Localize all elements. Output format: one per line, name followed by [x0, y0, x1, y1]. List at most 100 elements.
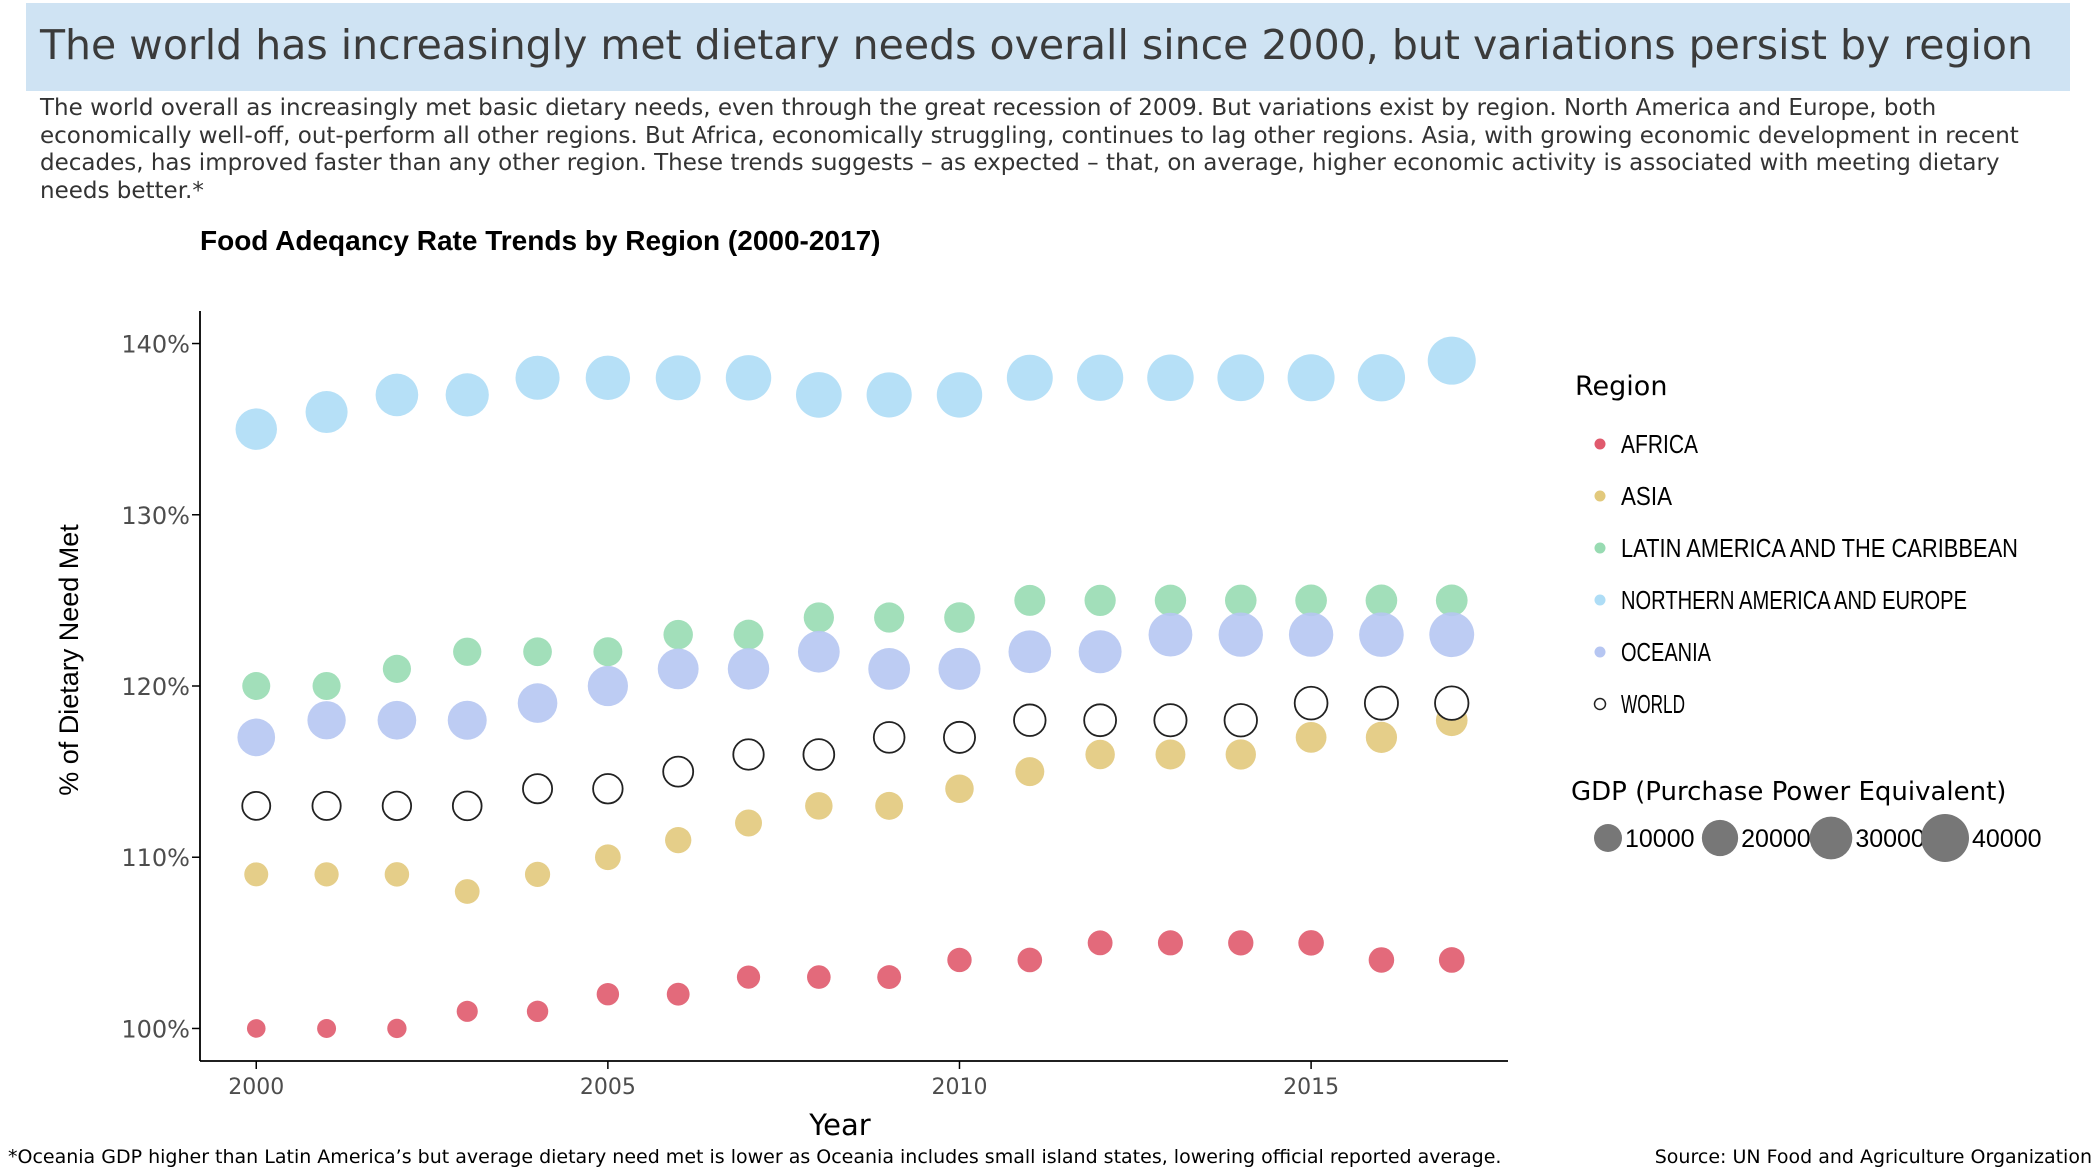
- point-4-2000: [237, 718, 276, 757]
- point-0-2014: [1228, 930, 1254, 956]
- point-1-2006: [665, 826, 692, 854]
- point-5-2011: [1013, 703, 1047, 737]
- legend-key-4: [1594, 646, 1606, 658]
- scatter-chart: Food Adeqancy Rate Trends by Region (200…: [54, 225, 2042, 1140]
- point-0-2010: [947, 947, 972, 973]
- point-1-2009: [875, 791, 904, 820]
- point-2-2005: [593, 637, 623, 667]
- point-4-2014: [1218, 612, 1263, 657]
- point-2-2016: [1365, 584, 1398, 617]
- series-1: [244, 704, 1468, 904]
- point-3-2015: [1287, 354, 1335, 402]
- point-2-2015: [1295, 584, 1327, 617]
- point-0-2017: [1438, 947, 1465, 973]
- point-3-2017: [1427, 336, 1476, 385]
- point-0-2013: [1157, 930, 1183, 956]
- point-5-2010: [943, 720, 976, 754]
- y-tick-label-100: 100%: [121, 1015, 190, 1043]
- point-2-2007: [733, 619, 764, 650]
- point-1-2004: [524, 861, 551, 887]
- point-4-2011: [1008, 630, 1052, 674]
- series-3: [235, 336, 1476, 450]
- point-0-2016: [1368, 947, 1395, 973]
- point-4-2001: [307, 701, 346, 740]
- point-1-2010: [945, 774, 974, 803]
- point-5-2016: [1363, 685, 1399, 721]
- point-0-2002: [387, 1018, 407, 1039]
- point-1-2003: [454, 879, 480, 904]
- y-tick-label-140: 140%: [121, 331, 190, 359]
- x-axis: 2000 2005 2010 2015 Year: [200, 1060, 1508, 1140]
- point-2-2011: [1014, 584, 1046, 616]
- point-1-2000: [244, 862, 269, 887]
- point-1-2016: [1365, 721, 1398, 753]
- point-4-2003: [447, 700, 487, 740]
- point-0-2005: [596, 983, 620, 1006]
- point-2-2006: [663, 619, 693, 650]
- point-2-2017: [1435, 584, 1468, 617]
- point-2-2000: [242, 672, 271, 700]
- y-tick-label-130: 130%: [121, 502, 190, 530]
- x-tick-label-2005: 2005: [580, 1075, 636, 1100]
- x-axis-label: Year: [808, 1108, 870, 1140]
- point-0-2006: [666, 982, 690, 1006]
- point-1-2011: [1015, 757, 1045, 787]
- legend-label-1: ASIA: [1621, 481, 1673, 511]
- point-0-2007: [736, 965, 761, 989]
- legend-items: AFRICA ASIA LATIN AMERICA AND THE CARIBBEA…: [1593, 429, 2018, 719]
- point-5-2007: [732, 738, 765, 771]
- point-1-2005: [594, 844, 621, 871]
- point-5-2009: [872, 721, 906, 754]
- point-3-2004: [515, 355, 560, 400]
- point-4-2012: [1078, 630, 1122, 674]
- legend-label-3: NORTHERN AMERICA AND EUROPE: [1621, 585, 1967, 615]
- legend-label-0: AFRICA: [1621, 429, 1699, 459]
- point-0-2011: [1017, 947, 1043, 973]
- legend-key-0: [1594, 438, 1606, 450]
- y-axis: 100% 110% 120% 130% 140% % of Dietary Need M…: [54, 311, 201, 1061]
- point-2-2012: [1084, 584, 1116, 617]
- point-4-2015: [1288, 612, 1334, 657]
- point-5-2000: [241, 790, 272, 821]
- point-1-2001: [314, 862, 339, 887]
- point-0-2003: [456, 1000, 478, 1022]
- size-label-40000: 40000: [1972, 825, 2042, 853]
- point-3-2000: [235, 408, 277, 450]
- point-2-2014: [1224, 584, 1257, 617]
- point-1-2007: [735, 809, 763, 837]
- point-0-2004: [526, 1000, 549, 1023]
- point-1-2012: [1085, 739, 1115, 770]
- point-1-2008: [805, 792, 833, 820]
- point-3-2002: [375, 373, 419, 417]
- legend-label-2: LATIN AMERICA AND THE CARIBBEAN: [1621, 533, 2018, 563]
- point-2-2001: [312, 671, 341, 701]
- point-4-2004: [517, 683, 558, 723]
- point-4-2017: [1429, 612, 1475, 658]
- data-points: [235, 336, 1476, 1039]
- point-5-2008: [802, 738, 836, 771]
- size-label-10000: 10000: [1625, 825, 1695, 853]
- point-3-2007: [725, 355, 772, 401]
- point-4-2016: [1359, 612, 1404, 657]
- point-5-2004: [522, 773, 554, 805]
- size-label-30000: 30000: [1855, 825, 1925, 853]
- point-5-2017: [1434, 685, 1470, 721]
- page-headline: The world has increasingly met dietary n…: [40, 21, 2033, 69]
- point-5-2002: [381, 790, 413, 822]
- series-5: [241, 685, 1470, 822]
- point-4-2006: [657, 648, 699, 690]
- legend-label-4: OCEANIA: [1621, 637, 1712, 667]
- point-0-2015: [1298, 930, 1324, 956]
- point-2-2004: [523, 637, 552, 667]
- point-1-2013: [1155, 739, 1186, 770]
- y-tick-label-120: 120%: [121, 673, 190, 701]
- point-0-2012: [1087, 930, 1113, 956]
- point-4-2008: [797, 630, 840, 673]
- y-tick-label-110: 110%: [121, 844, 190, 872]
- size-key-30000: [1809, 816, 1853, 860]
- x-ticks: 2000 2005 2010 2015: [228, 1061, 1339, 1100]
- point-5-2015: [1293, 685, 1329, 721]
- point-4-2005: [587, 665, 628, 707]
- point-5-2005: [592, 773, 624, 805]
- point-1-2002: [384, 862, 410, 887]
